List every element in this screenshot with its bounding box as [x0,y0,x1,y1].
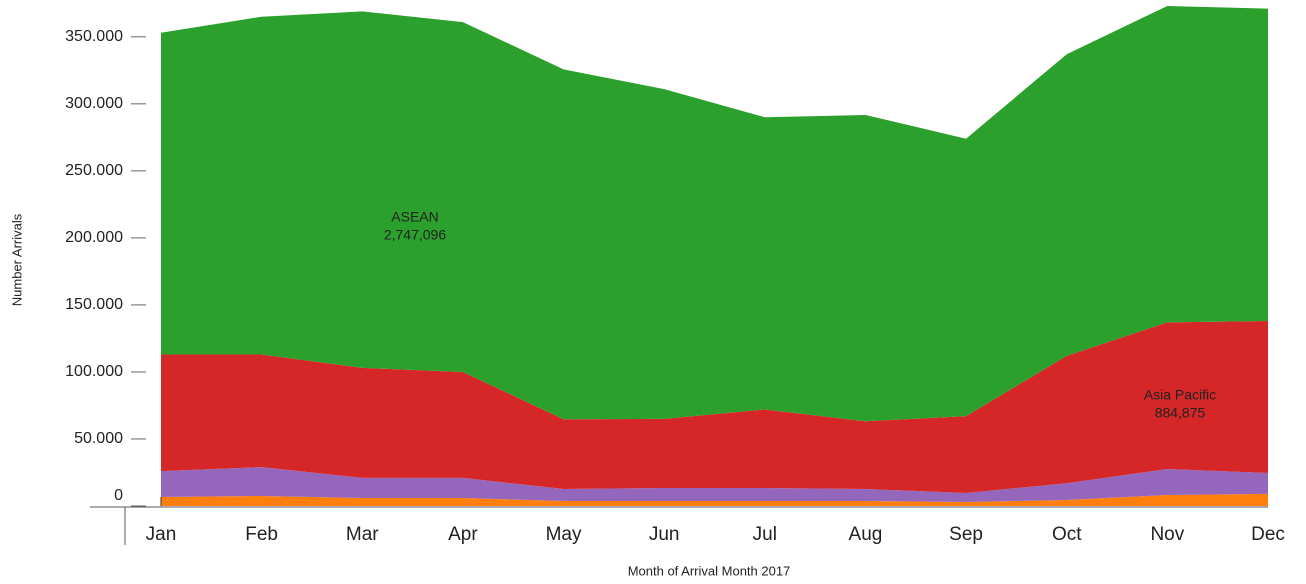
annotation-total: 884,875 [1155,405,1206,421]
x-tick-label: Jun [649,524,680,545]
x-tick-label: Feb [245,524,278,545]
x-tick-label: May [546,524,582,545]
annotation-total: 2,747,096 [384,227,446,243]
y-tick-label: 250.000 [65,162,123,179]
x-tick-label: Sep [949,524,983,545]
area [161,493,1268,506]
x-tick-label: Nov [1150,524,1184,545]
y-tick-label: 100.000 [65,363,123,380]
annotation-name: Asia Pacific [1144,387,1216,403]
y-tick-label: 350.000 [65,28,123,45]
x-tick-label: Apr [448,524,478,545]
y-tick-label: 0 [114,487,123,504]
x-tick-label: Oct [1052,524,1082,545]
y-axis-title: Number Arrivals [9,213,24,306]
annotation-name: ASEAN [391,209,438,225]
x-tick-label: Dec [1251,524,1285,545]
y-tick-label: 200.000 [65,229,123,246]
x-axis-title: Month of Arrival Month 2017 [628,563,791,578]
y-tick-label: 50.000 [74,430,123,447]
x-tick-label: Jul [753,524,777,545]
x-tick-label: Aug [849,524,883,545]
x-tick-label: Mar [346,524,379,545]
x-tick-label: Jan [146,524,177,545]
y-tick-label: 300.000 [65,95,123,112]
area [161,321,1268,493]
area [161,467,1268,502]
y-tick-label: 150.000 [65,296,123,313]
area [161,5,1268,422]
